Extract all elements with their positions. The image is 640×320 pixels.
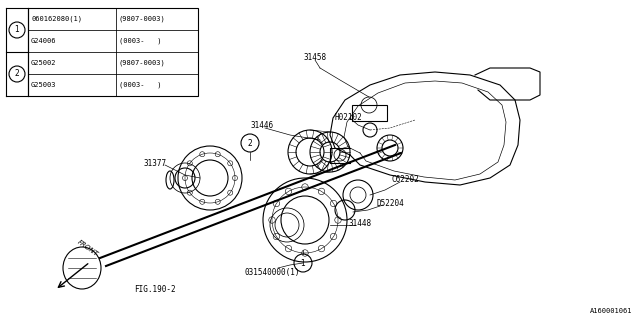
Text: G25003: G25003 [31, 82, 56, 88]
Text: (9807-0003): (9807-0003) [119, 16, 166, 22]
Text: 31446: 31446 [250, 121, 273, 130]
Text: (0003-   ): (0003- ) [119, 38, 161, 44]
Bar [28, 8, 198, 96]
Text: 2: 2 [248, 139, 252, 148]
Text: 060162080(1): 060162080(1) [31, 16, 82, 22]
Text: (0003-   ): (0003- ) [119, 82, 161, 88]
Text: C62202: C62202 [391, 175, 419, 185]
Text: 2: 2 [15, 69, 19, 78]
Text: 31377: 31377 [143, 158, 166, 167]
Text: D52204: D52204 [376, 198, 404, 207]
Text: (9807-0003): (9807-0003) [119, 60, 166, 66]
Text: G25002: G25002 [31, 60, 56, 66]
Text: A160001061: A160001061 [589, 308, 632, 314]
Text: 031540000(1): 031540000(1) [244, 268, 300, 276]
Text: 31458: 31458 [303, 52, 326, 61]
Text: 31448: 31448 [348, 219, 372, 228]
Text: H02102: H02102 [334, 114, 362, 123]
Text: G24006: G24006 [31, 38, 56, 44]
Text: FIG.190-2: FIG.190-2 [134, 285, 176, 294]
Text: FRONT: FRONT [77, 239, 99, 258]
Text: 1: 1 [15, 26, 19, 35]
Text: 1: 1 [301, 259, 305, 268]
Bar [352, 105, 387, 121]
